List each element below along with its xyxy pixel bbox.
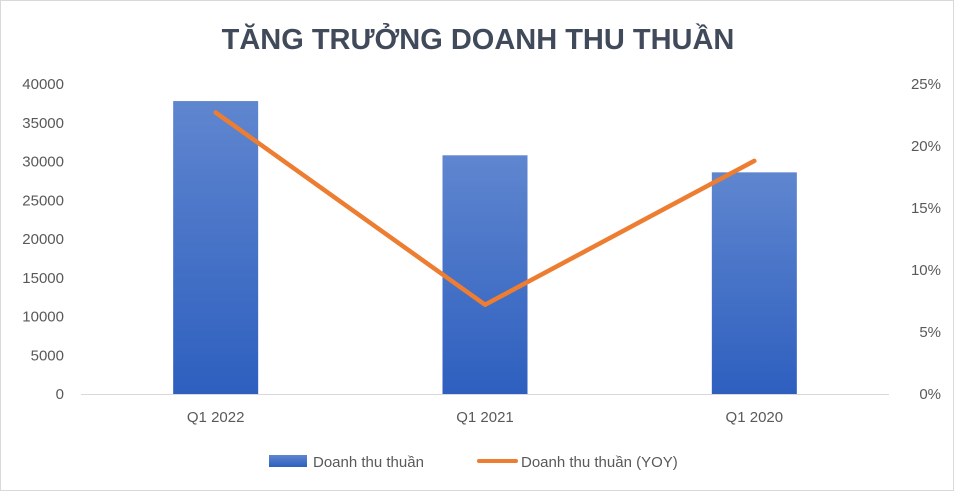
legend-swatch-bar xyxy=(269,455,307,467)
y-left-tick-label: 40000 xyxy=(22,76,64,93)
x-tick-label: Q1 2022 xyxy=(187,409,245,426)
y-left-tick-label: 25000 xyxy=(22,192,64,209)
legend-label-line: Doanh thu thuần (YOY) xyxy=(521,454,678,471)
x-axis: Q1 2022 Q1 2021 Q1 2020 xyxy=(187,409,783,426)
y-right-tick-label: 20% xyxy=(911,138,941,155)
y-left-tick-label: 5000 xyxy=(31,347,64,364)
series-line xyxy=(213,110,757,307)
y-right-tick-label: 10% xyxy=(911,262,941,279)
y-left-tick-label: 0 xyxy=(56,386,64,403)
x-tick-label: Q1 2020 xyxy=(726,409,784,426)
y-left-tick-label: 15000 xyxy=(22,270,64,287)
y-right-tick-label: 15% xyxy=(911,200,941,217)
bar xyxy=(711,172,797,394)
chart-title: TĂNG TRƯỞNG DOANH THU THUẦN xyxy=(222,22,735,56)
bar-series xyxy=(173,101,797,395)
y-left-tick-label: 20000 xyxy=(22,231,64,248)
legend-label-bar: Doanh thu thuần xyxy=(313,454,424,471)
y-right-tick-label: 25% xyxy=(911,76,941,93)
line-series xyxy=(213,110,757,307)
y-right-tick-label: 0% xyxy=(919,386,941,403)
y-left-tick-label: 35000 xyxy=(22,115,64,132)
x-tick-label: Q1 2021 xyxy=(456,409,514,426)
bar xyxy=(173,101,259,395)
legend: Doanh thu thuần Doanh thu thuần (YOY) xyxy=(269,454,678,471)
y-left-tick-label: 10000 xyxy=(22,309,64,326)
bar xyxy=(442,155,528,394)
y-left-tick-label: 30000 xyxy=(22,154,64,171)
y-axis-left: 0 5000 10000 15000 20000 25000 30000 35000 40000 xyxy=(22,76,64,403)
y-axis-right: 0% 5% 10% 15% 20% 25% xyxy=(911,76,941,403)
y-right-tick-label: 5% xyxy=(919,324,941,341)
